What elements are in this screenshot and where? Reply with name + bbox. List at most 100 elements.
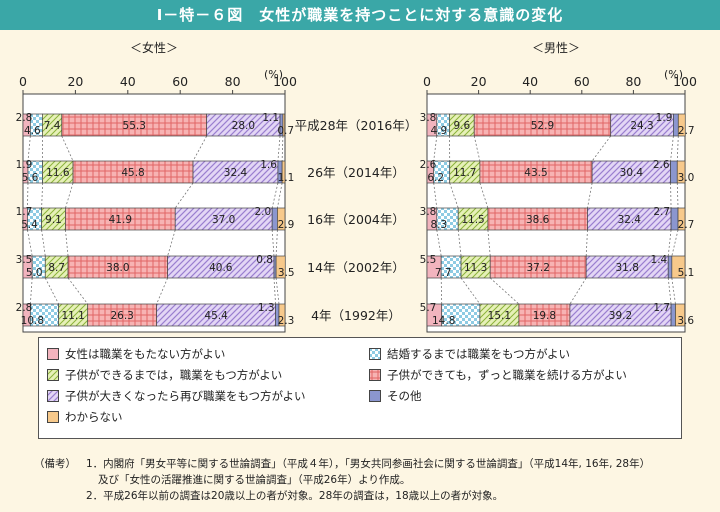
value-label: 11.7 — [453, 167, 476, 179]
legend-item-until_child: 子供ができるまでは，職業をもつ方がよい — [47, 367, 282, 383]
bar-unknown — [277, 207, 286, 231]
legend-label: 子供が大きくなったら再び職業をもつ方がよい — [65, 389, 306, 403]
value-label: 5.7 — [420, 302, 437, 314]
value-label: 4.6 — [24, 125, 41, 137]
value-label: 15.1 — [488, 310, 511, 322]
value-label: 52.9 — [531, 120, 554, 132]
value-label: 1.7 — [16, 206, 33, 218]
connector-line — [41, 182, 44, 209]
value-label: 1.9 — [656, 112, 673, 124]
tick-label: 20 — [471, 74, 487, 89]
connector-line — [671, 277, 676, 305]
connector-line — [667, 229, 672, 257]
connector-line — [277, 135, 281, 162]
value-label: 3.5 — [278, 267, 295, 279]
note-2: 2．平成26年以前の調査は20歳以上の者が対象。28年の調査は，18歳以上の者が… — [86, 490, 504, 502]
value-label: 3.8 — [420, 206, 437, 218]
value-label: 1.6 — [260, 159, 277, 171]
connector-line — [487, 229, 491, 257]
connector-line — [440, 277, 443, 305]
connector-line — [167, 229, 176, 257]
connector-line — [676, 135, 679, 162]
bar-unknown — [677, 113, 686, 137]
value-label: 11.5 — [461, 214, 484, 226]
value-label: 39.2 — [609, 310, 632, 322]
legend-label: 子供ができても，ずっと職業を続ける方がよい — [387, 368, 627, 382]
category-labels: 平成28年（2016年） 26年（2014年） 16年（2004年） 14年（2002… — [295, 118, 418, 323]
panel-male: ＜男性＞0 20 40 60 80 100(%)3.84.9 9.6 52.9 24.31.92… — [420, 41, 697, 333]
connector-line — [192, 135, 208, 162]
tick-label: 0 — [19, 74, 27, 89]
legend-label: わからない — [65, 410, 123, 424]
value-label: 45.8 — [121, 167, 144, 179]
legend-swatch — [369, 348, 381, 360]
connector-line — [479, 182, 489, 209]
value-label: 7.7 — [435, 267, 452, 279]
value-label: 3.6 — [677, 315, 694, 327]
connector-line — [585, 229, 588, 257]
connector-line — [271, 229, 275, 257]
connector-line — [277, 182, 283, 209]
category-label: 26年（2014年） — [307, 165, 405, 180]
bar-unknown — [677, 207, 686, 231]
category-label: 平成28年（2016年） — [295, 118, 418, 133]
value-label: 8.3 — [430, 219, 447, 231]
legend-item-continue: 子供ができても，ずっと職業を続ける方がよい — [369, 367, 627, 383]
figure-title: Ⅰ－特－６図 女性が職業を持つことに対する意識の変化 — [0, 0, 720, 30]
connector-line — [174, 182, 194, 209]
connector-line — [671, 229, 679, 257]
legend-item-no_job: 女性は職業をもたない方がよい — [47, 346, 225, 362]
value-label: 2.6 — [653, 159, 670, 171]
unit-label: (%) — [264, 68, 283, 81]
connector-line — [457, 229, 462, 257]
legend-swatch — [47, 390, 59, 402]
value-label: 5.6 — [22, 172, 39, 184]
legend-label: 結婚するまでは職業をもつ方がよい — [387, 347, 570, 361]
value-label: 28.0 — [232, 120, 255, 132]
bar-other — [670, 303, 676, 327]
value-label: 3.8 — [420, 112, 437, 124]
value-label: 1.3 — [258, 302, 275, 314]
value-label: 2.9 — [278, 219, 295, 231]
legend-swatch — [47, 411, 59, 423]
connector-line — [273, 277, 276, 305]
category-label: 14年（2002年） — [307, 260, 405, 275]
value-label: 1.9 — [16, 159, 33, 171]
value-label: 38.0 — [106, 262, 129, 274]
connector-line — [65, 229, 69, 257]
value-label: 1.1 — [262, 112, 279, 124]
tick-label: 40 — [522, 74, 538, 89]
value-label: 0.8 — [256, 254, 273, 266]
value-label: 32.4 — [224, 167, 248, 179]
notes: （備考） 1．内閣府「男女平等に関する世論調査」（平成４年），「男女共同参画社会に… — [34, 456, 714, 504]
value-label: 2.3 — [278, 315, 295, 327]
value-label: 3.5 — [16, 254, 33, 266]
value-label: 32.4 — [618, 214, 642, 226]
tick-label: 60 — [172, 74, 188, 89]
connector-line — [676, 182, 679, 209]
bar-unknown — [282, 113, 286, 137]
panel-title: ＜女性＞ — [130, 40, 178, 55]
tick-label: 80 — [625, 74, 641, 89]
bar-other — [667, 255, 673, 279]
value-label: 3.0 — [678, 172, 695, 184]
bar-unknown — [275, 255, 286, 279]
connector-line — [449, 182, 459, 209]
value-label: 6.2 — [427, 172, 444, 184]
value-label: 7.4 — [44, 120, 61, 132]
value-label: 5.0 — [26, 267, 43, 279]
value-label: 5.5 — [420, 254, 437, 266]
value-label: 2.7 — [678, 125, 695, 137]
connector-line — [67, 277, 89, 305]
value-label: 40.6 — [209, 262, 233, 274]
panel-title: ＜男性＞ — [532, 41, 580, 55]
connector-line — [473, 135, 481, 162]
connector-line — [433, 135, 438, 162]
connector-line — [29, 277, 33, 305]
connector-line — [27, 229, 33, 257]
value-label: 2.8 — [16, 302, 33, 314]
legend-item-other: その他 — [369, 388, 422, 404]
value-label: 31.8 — [616, 262, 639, 274]
value-label: 37.0 — [212, 214, 235, 226]
connector-line — [271, 182, 279, 209]
